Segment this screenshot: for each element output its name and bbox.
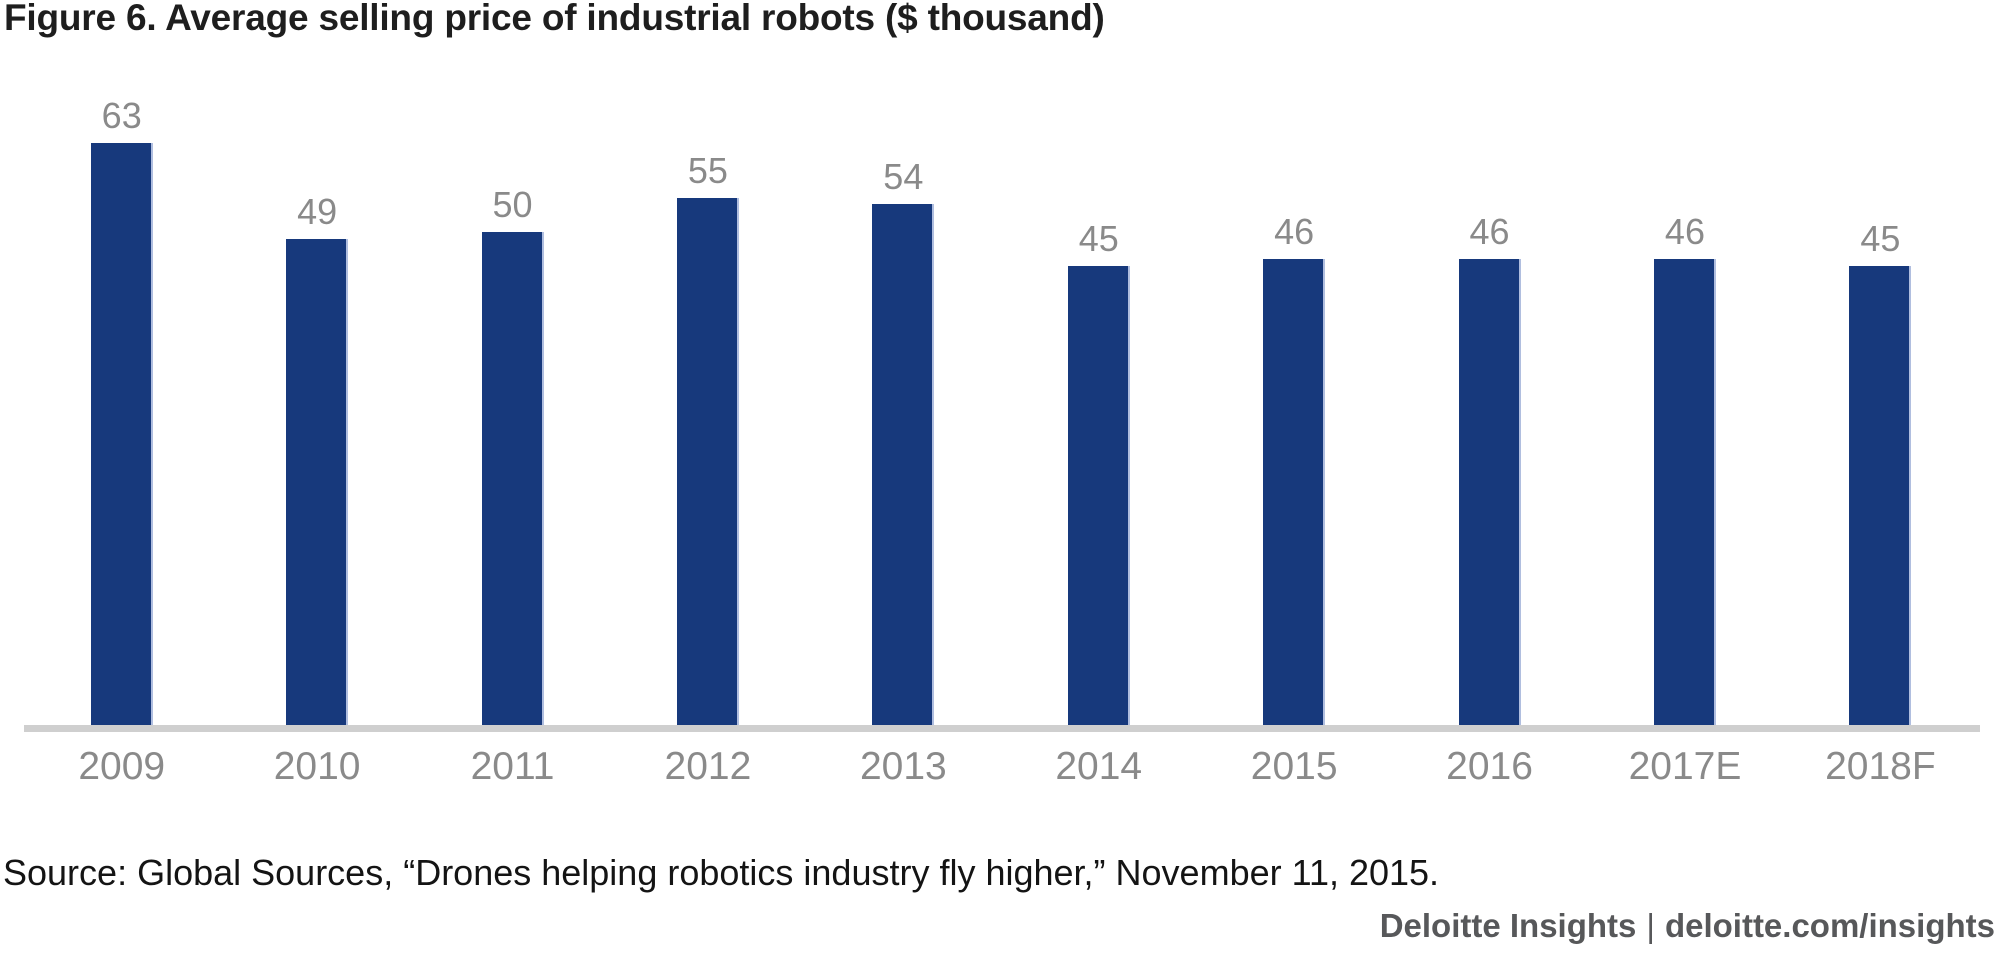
bar [1458,259,1521,725]
bar-value-label: 49 [297,190,338,232]
x-axis-label: 2012 [664,745,752,788]
bar-column: 49 [219,0,414,725]
bar-value-label: 50 [492,183,533,225]
footer-separator: | [1646,907,1655,944]
x-axis-label: 2018F [1825,745,1936,788]
x-axis-label: 2015 [1250,745,1338,788]
bar [90,142,153,725]
bar-value-label: 55 [687,149,728,191]
x-axis-label: 2010 [273,745,361,788]
bar-column: 50 [415,0,610,725]
bar [481,231,544,725]
bar-value-label: 54 [883,156,924,198]
bar-column: 45 [1783,0,1978,725]
x-axis-label: 2013 [859,745,947,788]
bar-value-label: 46 [1469,211,1510,253]
x-axis-labels: 2009 2010 2011 2012 2013 2014 2015 2016 2017E 201… [24,745,1978,789]
bar-value-label: 46 [1664,211,1705,253]
bar [676,197,739,725]
bar [286,238,349,725]
x-axis-label: 2011 [470,745,555,788]
figure-title: Figure 6. Average selling price of indus… [4,0,1105,38]
bar [1849,266,1912,725]
footer-link-text: deloitte.com/insights [1664,907,1995,944]
footer-brand-name: Deloitte Insights [1379,907,1637,944]
bar-column: 63 [24,0,219,725]
bar-value-label: 45 [1078,218,1119,260]
x-axis-label: 2017E [1628,745,1742,788]
x-axis-label: 2016 [1446,745,1533,788]
bar-column: 54 [806,0,1001,725]
bar-column: 46 [1196,0,1391,725]
bar [1263,259,1326,725]
bar [1653,259,1716,725]
bar-column: 45 [1001,0,1196,725]
bar [1067,266,1130,725]
bar-column: 46 [1587,0,1782,725]
bar-value-label: 63 [101,94,142,136]
source-note: Source: Global Sources, “Drones helping … [3,852,1440,893]
bar-column: 55 [610,0,805,725]
x-axis-label: 2014 [1055,745,1143,788]
plot-area: 63 49 50 55 54 45 46 46 46 45 [24,0,1978,725]
x-axis-label: 2009 [78,745,166,788]
footer-branding: Deloitte Insights | deloitte.com/insights [1380,906,1995,946]
bar-column: 46 [1392,0,1587,725]
bar [872,204,935,725]
bar-value-label: 45 [1860,218,1901,260]
bar-value-label: 46 [1274,211,1315,253]
x-axis-line [24,725,1980,732]
bar-chart: 63 49 50 55 54 45 46 46 46 45 2009 2010 2011 2012 201… [24,0,1980,789]
